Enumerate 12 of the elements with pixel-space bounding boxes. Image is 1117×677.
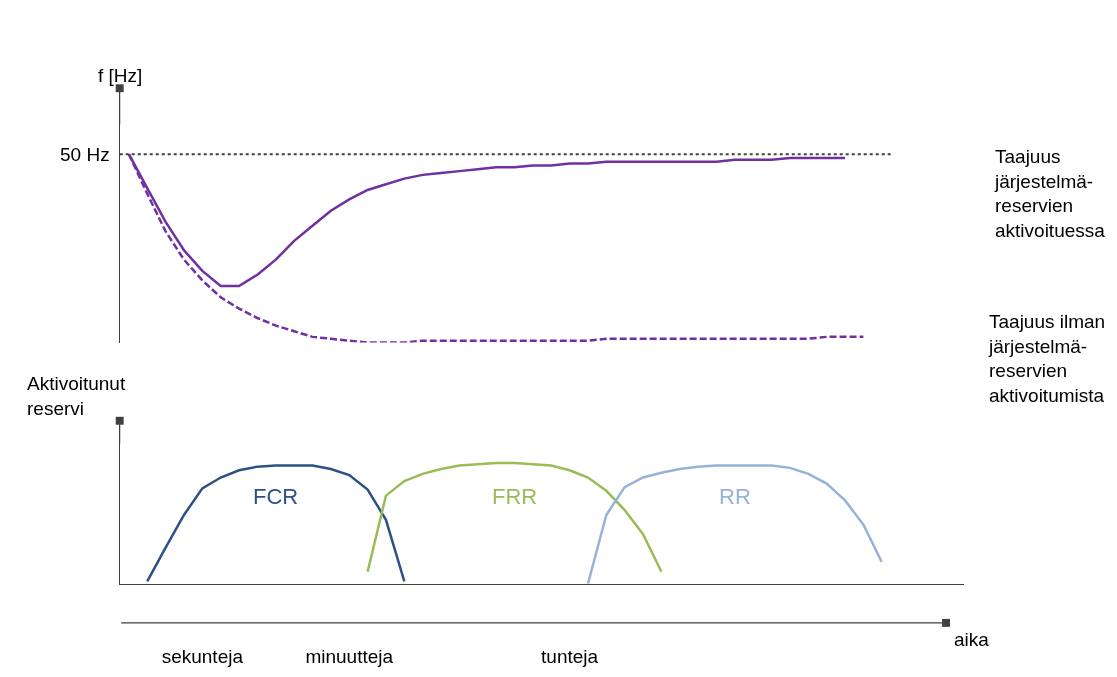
ref-line-label: 50 Hz (60, 144, 110, 165)
text: Taajuus järjestelmä-reservien aktivoituessa (994, 146, 1106, 242)
y-axis-title: Aktivoitunut reservi (27, 373, 126, 419)
text: Taajuus ilman järjestelmä-reservien aktivoitumista (988, 311, 1106, 407)
x-tick-label: tunteja (541, 645, 599, 667)
series-label: RR (719, 484, 751, 509)
x-tick-label: minuutteja (305, 645, 394, 667)
series-label: FRR (492, 484, 538, 509)
x-axis-title: aika (954, 629, 990, 650)
series-label: FCR (253, 484, 299, 509)
x-tick-label: sekunteja (161, 645, 244, 667)
y-axis-title: f [Hz] (98, 65, 143, 86)
